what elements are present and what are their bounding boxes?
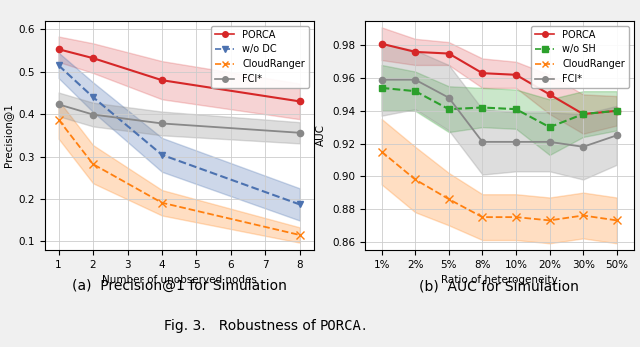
Text: Fig. 3.   Robustness of: Fig. 3. Robustness of	[164, 319, 320, 333]
CloudRanger	[89, 162, 97, 166]
CloudRanger	[55, 118, 63, 122]
X-axis label: Ratio of heterogeneity: Ratio of heterogeneity	[441, 275, 557, 285]
w/o DC	[55, 63, 63, 67]
Legend: PORCA, w/o SH, CloudRanger, FCI*: PORCA, w/o SH, CloudRanger, FCI*	[531, 26, 628, 88]
CloudRanger	[296, 233, 303, 237]
X-axis label: Number of unobserved nodes: Number of unobserved nodes	[102, 275, 257, 285]
Text: (a)  Precision@1 for Simulation: (a) Precision@1 for Simulation	[72, 279, 287, 293]
Line: w/o DC: w/o DC	[55, 62, 303, 208]
FCI*	[55, 102, 63, 107]
w/o DC	[89, 95, 97, 99]
Text: (b)  AUC for Simulation: (b) AUC for Simulation	[419, 279, 579, 293]
w/o DC	[296, 202, 303, 206]
Text: .: .	[362, 319, 366, 333]
PORCA	[158, 78, 166, 82]
Y-axis label: Precision@1: Precision@1	[3, 103, 13, 167]
PORCA	[296, 99, 303, 103]
PORCA	[55, 47, 63, 51]
FCI*	[296, 131, 303, 135]
Text: PORCA: PORCA	[320, 319, 362, 333]
Legend: PORCA, w/o DC, CloudRanger, FCI*: PORCA, w/o DC, CloudRanger, FCI*	[211, 26, 308, 88]
w/o DC	[158, 153, 166, 157]
Y-axis label: AUC: AUC	[316, 124, 326, 146]
FCI*	[158, 121, 166, 126]
CloudRanger	[158, 201, 166, 205]
Line: CloudRanger: CloudRanger	[54, 116, 304, 239]
Line: PORCA: PORCA	[56, 46, 303, 104]
FCI*	[89, 112, 97, 117]
Line: FCI*: FCI*	[56, 101, 303, 136]
PORCA	[89, 56, 97, 60]
